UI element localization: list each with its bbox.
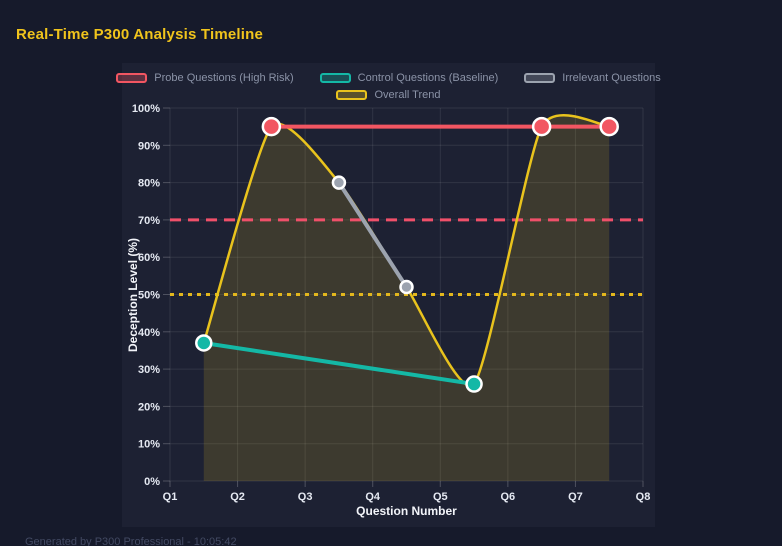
data-point[interactable]	[399, 279, 414, 295]
axis-ticks	[163, 107, 644, 487]
x-tick-label: Q7	[568, 491, 583, 503]
legend-label: Control Questions (Baseline)	[357, 71, 499, 84]
legend-swatch-control-questions-baseline	[319, 72, 351, 83]
page-title: Real-Time P300 Analysis Timeline	[16, 26, 264, 43]
legend-swatch-probe-questions-high-risk	[116, 72, 148, 83]
y-tick-label: 60%	[138, 252, 160, 264]
legend-item-overall-trend[interactable]: Overall Trend	[336, 88, 441, 101]
x-tick-label: Q6	[501, 491, 516, 503]
legend-label: Probe Questions (High Risk)	[154, 71, 294, 84]
legend-label: Overall Trend	[374, 88, 441, 101]
y-axis-title: Deception Level (%)	[126, 237, 140, 352]
series-points-control-questions-baseline[interactable]	[195, 334, 483, 393]
data-point[interactable]	[599, 116, 619, 137]
y-tick-label: 30%	[138, 364, 160, 376]
y-tick-label: 50%	[138, 290, 160, 302]
y-tick-label: 0%	[144, 476, 160, 488]
y-tick-label: 80%	[138, 178, 160, 190]
data-point[interactable]	[465, 375, 483, 393]
legend-swatch-overall-trend	[336, 89, 368, 100]
plot-area[interactable]: Q1 Q2 Q3 Q4 Q5 Q6 Q7 Q8 0% 10% 20% 30% 40% 50% 60% 70% 8…	[122, 63, 655, 527]
legend-swatch-irrelevant-questions	[524, 72, 556, 83]
y-tick-label: 40%	[138, 327, 160, 339]
series-points-probe-questions-high-risk[interactable]	[261, 116, 619, 137]
legend-item-control-questions-baseline[interactable]: Control Questions (Baseline)	[319, 71, 499, 84]
x-tick-label: Q8	[636, 491, 651, 503]
x-tick-label: Q3	[298, 491, 313, 503]
y-tick-label: 70%	[138, 215, 160, 227]
data-point[interactable]	[331, 175, 347, 190]
legend-row-2: Overall Trend	[336, 87, 441, 102]
data-point[interactable]	[195, 334, 213, 352]
legend-label: Irrelevant Questions	[562, 71, 661, 84]
footer-note: Generated by P300 Professional - 10:05:4…	[25, 536, 237, 546]
legend-item-probe-questions-high-risk[interactable]: Probe Questions (High Risk)	[116, 71, 294, 84]
x-tick-label: Q2	[230, 491, 245, 503]
y-tick-label: 10%	[138, 439, 160, 451]
x-tick-label: Q5	[433, 491, 448, 503]
legend-item-irrelevant-questions[interactable]: Irrelevant Questions	[524, 71, 661, 84]
y-tick-label: 90%	[138, 140, 160, 152]
series-line-control-questions-baseline	[201, 340, 477, 387]
trend-area-fill	[203, 115, 610, 481]
legend-row-1: Probe Questions (High Risk) Control Quest…	[116, 70, 661, 85]
data-point[interactable]	[261, 116, 282, 137]
chart-panel: Probe Questions (High Risk) Control Quest…	[116, 63, 661, 527]
tick-labels: Q1 Q2 Q3 Q4 Q5 Q6 Q7 Q8 0% 10% 20% 30% 40% 50% 60% 70% 8…	[132, 103, 650, 503]
chart-legend: Probe Questions (High Risk) Control Quest…	[116, 70, 661, 102]
series-line-irrelevant-questions	[336, 180, 409, 290]
y-tick-label: 20%	[138, 401, 160, 413]
x-tick-label: Q4	[365, 491, 381, 503]
y-tick-label: 100%	[132, 103, 160, 115]
series-points-irrelevant-questions[interactable]	[331, 175, 414, 295]
x-tick-label: Q1	[163, 491, 178, 503]
data-point[interactable]	[531, 116, 552, 137]
x-axis-title: Question Number	[356, 504, 457, 518]
